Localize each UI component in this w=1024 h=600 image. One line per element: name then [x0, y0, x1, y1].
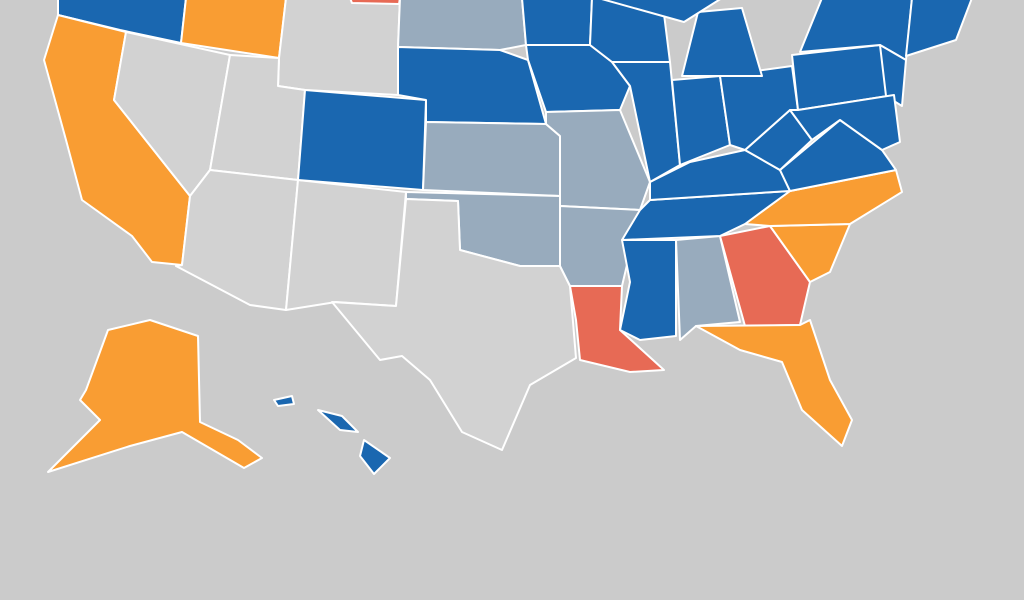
- state-shape[interactable]: [397, 0, 527, 51]
- state-illinois[interactable]: [611, 61, 681, 183]
- state-shape[interactable]: [47, 319, 263, 473]
- state-shape[interactable]: [273, 395, 295, 407]
- state-shape[interactable]: [331, 198, 577, 451]
- state-florida[interactable]: [695, 319, 853, 447]
- state-shape[interactable]: [317, 409, 359, 433]
- state-hawaii[interactable]: [273, 395, 391, 475]
- state-new-england[interactable]: [905, 0, 973, 57]
- state-wyoming[interactable]: [277, 0, 401, 96]
- state-missouri[interactable]: [545, 109, 651, 211]
- state-minnesota[interactable]: [521, 0, 593, 46]
- state-shape[interactable]: [285, 179, 407, 311]
- state-mississippi[interactable]: [619, 239, 677, 341]
- state-shape[interactable]: [359, 439, 391, 475]
- state-shape[interactable]: [681, 7, 763, 77]
- state-shape[interactable]: [422, 121, 561, 197]
- state-shape[interactable]: [175, 169, 299, 311]
- state-shape[interactable]: [277, 0, 401, 96]
- state-shape[interactable]: [349, 0, 401, 5]
- state-maryland-delaware[interactable]: [789, 94, 901, 151]
- state-shape[interactable]: [905, 0, 973, 57]
- state-kansas[interactable]: [422, 121, 561, 197]
- state-shape[interactable]: [545, 109, 651, 211]
- state-shape[interactable]: [521, 0, 593, 46]
- state-shape[interactable]: [297, 89, 427, 191]
- state-shape[interactable]: [569, 285, 665, 373]
- state-alaska[interactable]: [47, 319, 263, 473]
- state-texas[interactable]: [331, 198, 577, 451]
- state-arizona[interactable]: [175, 169, 299, 311]
- state-michigan[interactable]: [598, 0, 763, 77]
- state-colorado[interactable]: [297, 89, 427, 191]
- state-new-mexico[interactable]: [285, 179, 407, 311]
- state-louisiana[interactable]: [569, 285, 665, 373]
- state-south-dakota[interactable]: [397, 0, 527, 51]
- state-shape[interactable]: [619, 239, 677, 341]
- state-montana[interactable]: [349, 0, 401, 5]
- state-shape[interactable]: [598, 0, 722, 23]
- state-shape[interactable]: [879, 44, 907, 107]
- state-shape[interactable]: [695, 319, 853, 447]
- state-shape[interactable]: [789, 94, 901, 151]
- state-shape[interactable]: [611, 61, 681, 183]
- state-new-jersey[interactable]: [879, 44, 907, 107]
